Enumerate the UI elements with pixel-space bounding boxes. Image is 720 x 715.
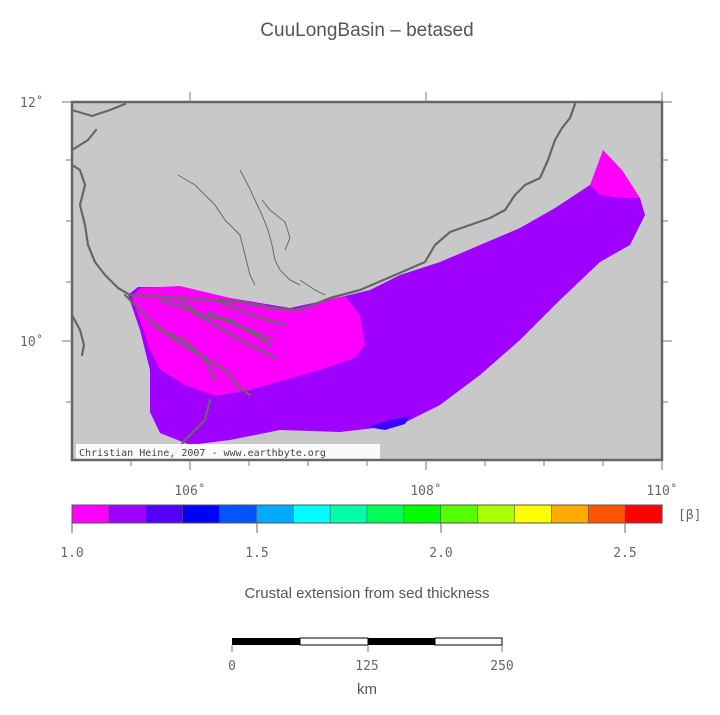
- map-title: CuuLongBasin – betased: [260, 20, 473, 41]
- coastline-southwest: [70, 313, 86, 357]
- mekong-delta-channels: [123, 293, 287, 462]
- colorbar-label-1-0: 1.0: [60, 546, 83, 561]
- colorbar-cell: [219, 504, 257, 524]
- colorbar-cell: [587, 504, 626, 524]
- scale-segment-3: [368, 638, 435, 645]
- map-panel: Christian Heine, 2007 - www.earthbyte.or…: [20, 92, 678, 499]
- colorbar-cells: [71, 504, 663, 524]
- colorbar-caption: Crustal extension from sed thickness: [244, 585, 489, 602]
- lon-label-110: 110˚: [646, 483, 677, 499]
- lon-label-106: 106˚: [174, 483, 205, 499]
- scale-segment-1: [232, 638, 300, 645]
- credit-box: [76, 444, 380, 460]
- lat-label-10: 10˚: [20, 334, 43, 350]
- colorbar-cell: [624, 504, 663, 524]
- colorbar-cell: [145, 504, 184, 524]
- colorbar-cell: [256, 504, 294, 524]
- scale-bar: 0 125 250 km: [228, 637, 514, 698]
- colorbar-label-2-5: 2.5: [613, 546, 636, 561]
- colorbar-cell: [329, 504, 368, 524]
- colorbar-label-2-0: 2.0: [429, 546, 452, 561]
- scale-segment-4: [434, 637, 503, 646]
- colorbar-cell: [366, 504, 405, 524]
- scale-label-125: 125: [355, 659, 378, 674]
- map-tick-marks: [62, 92, 672, 470]
- basin-beta-low-region: [132, 286, 365, 396]
- colorbar-cell: [403, 504, 442, 524]
- colorbar-cell: [182, 504, 221, 524]
- scale-segment-2: [299, 637, 369, 646]
- colorbar-cell: [71, 504, 110, 524]
- colorbar-cell: [292, 504, 331, 524]
- coastline-mainland: [70, 102, 577, 312]
- lon-label-108: 108˚: [410, 483, 441, 499]
- colorbar-ticks: [71, 523, 626, 533]
- scale-label-250: 250: [490, 659, 513, 674]
- colorbar-cell: [440, 504, 479, 524]
- colorbar: 1.0 1.5 2.0 2.5 [β] Crustal extension fr…: [60, 504, 701, 602]
- basin-beta-high-patch: [368, 416, 410, 430]
- colorbar-cell: [477, 504, 516, 524]
- scale-label-0: 0: [228, 659, 236, 674]
- basin-beta-low-ne-tip: [590, 150, 640, 198]
- scale-unit: km: [357, 681, 377, 698]
- colorbar-cell: [108, 504, 147, 524]
- colorbar-cell: [551, 504, 589, 524]
- lat-label-12: 12˚: [20, 95, 43, 111]
- colorbar-unit: [β]: [678, 508, 701, 523]
- colorbar-cell: [514, 504, 552, 524]
- colorbar-frame: [71, 504, 663, 524]
- map-credit: Christian Heine, 2007 - www.earthbyte.or…: [79, 448, 326, 459]
- colorbar-label-1-5: 1.5: [245, 546, 268, 561]
- coastline-west-shore: [70, 102, 127, 152]
- river-network: [177, 169, 326, 296]
